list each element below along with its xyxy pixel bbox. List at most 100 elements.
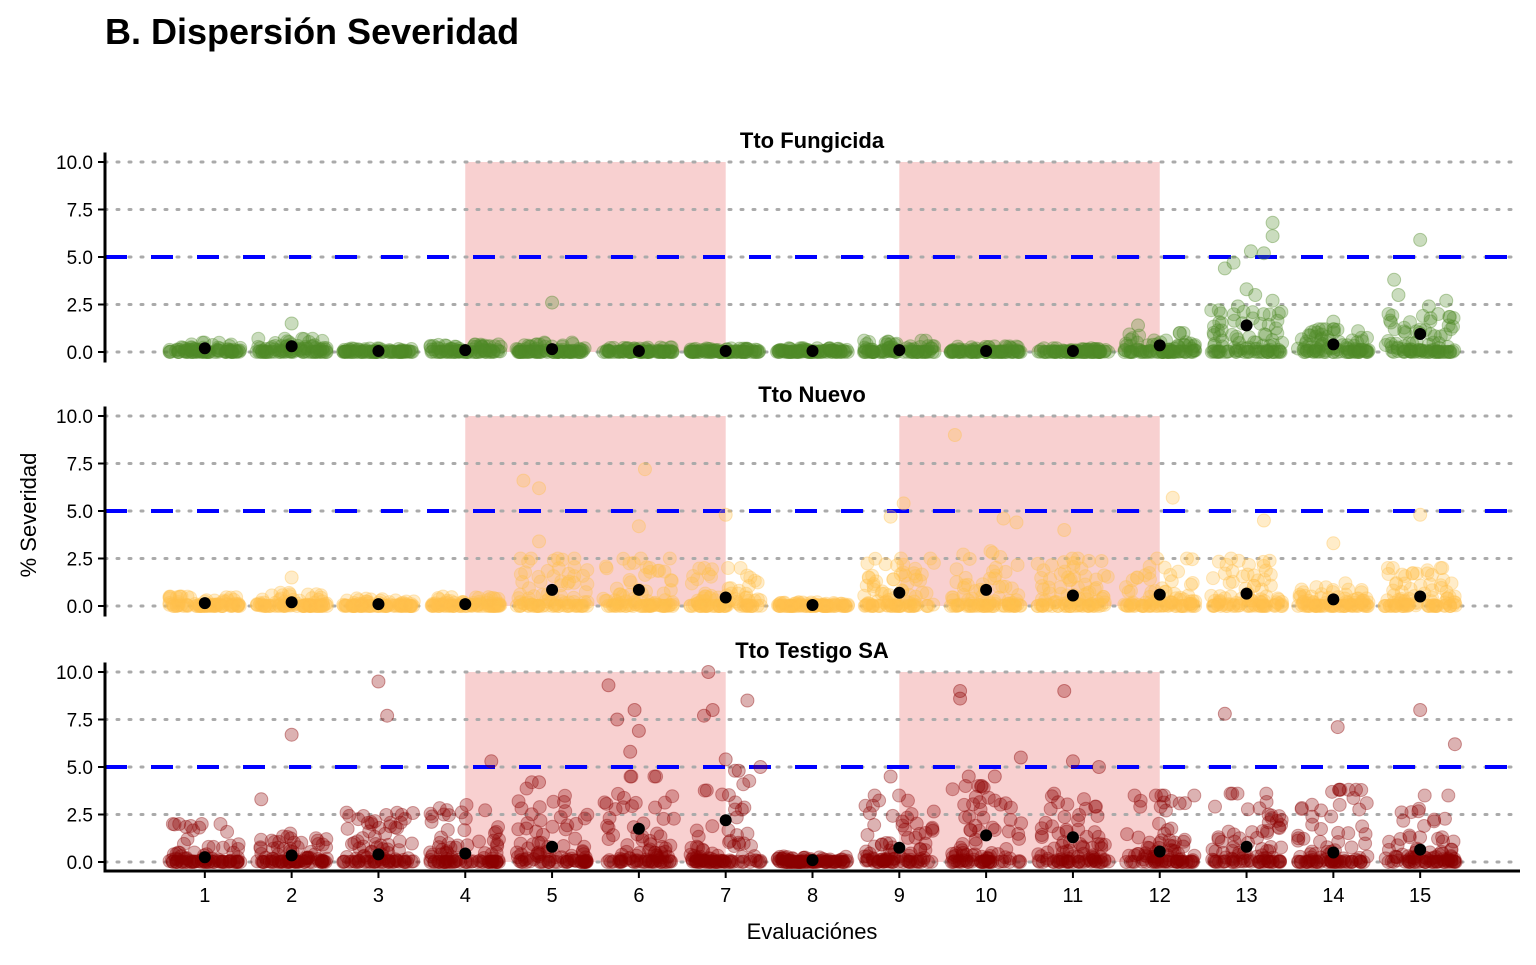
data-point: [487, 339, 502, 354]
data-point: [1386, 583, 1401, 598]
data-point: [1247, 568, 1262, 583]
data-point: [1206, 319, 1221, 334]
data-point: [534, 835, 549, 850]
data-point: [1211, 554, 1226, 569]
mean-point: [806, 599, 819, 612]
data-point: [438, 338, 453, 353]
outlier-point: [532, 481, 547, 496]
data-point: [689, 344, 704, 359]
data-point: [743, 852, 758, 867]
data-point: [1130, 570, 1145, 585]
data-point: [251, 339, 266, 354]
outlier-point: [947, 428, 962, 442]
data-point: [904, 342, 919, 357]
data-point: [305, 331, 320, 346]
data-point: [750, 344, 765, 359]
outlier-point: [1326, 536, 1341, 551]
data-point: [1044, 789, 1059, 804]
data-point: [342, 344, 357, 359]
outlier-point: [1265, 293, 1280, 308]
data-point: [1358, 827, 1373, 842]
data-point: [659, 598, 674, 613]
data-point: [185, 345, 200, 359]
data-point: [599, 561, 614, 576]
outlier-point: [1439, 293, 1454, 308]
data-point: [1183, 577, 1198, 592]
data-point: [642, 598, 657, 613]
data-point: [524, 551, 539, 566]
data-point: [1010, 557, 1025, 572]
data-point: [258, 342, 273, 357]
mean-point: [1414, 327, 1427, 340]
y-tick-label: 7.5: [67, 201, 93, 222]
data-point: [521, 338, 536, 353]
data-point: [1273, 599, 1288, 613]
data-point: [263, 344, 278, 359]
data-point: [560, 343, 575, 358]
data-point: [744, 343, 759, 358]
data-point: [493, 339, 508, 354]
data-point: [298, 339, 313, 354]
data-point: [533, 813, 548, 828]
data-point: [319, 832, 334, 847]
data-point: [210, 342, 225, 357]
data-point: [477, 338, 492, 353]
panel-title: Tto Fungicida: [740, 128, 885, 153]
data-point: [492, 598, 507, 613]
data-point: [394, 807, 409, 822]
data-point: [734, 344, 749, 359]
data-point: [523, 339, 538, 354]
data-point: [653, 340, 668, 355]
data-point: [600, 343, 615, 358]
data-point: [650, 344, 665, 359]
data-point: [616, 344, 631, 359]
data-point: [337, 342, 352, 357]
data-point: [344, 341, 359, 356]
data-point: [336, 344, 351, 359]
data-point: [439, 803, 454, 818]
data-point: [356, 808, 371, 823]
data-point: [393, 344, 408, 359]
data-point: [315, 342, 330, 357]
data-point: [304, 344, 319, 359]
data-point: [1385, 308, 1400, 323]
data-point: [572, 344, 587, 359]
data-point: [491, 344, 506, 359]
outlier-point: [631, 519, 646, 534]
outlier-point: [623, 744, 638, 759]
data-point: [185, 344, 200, 359]
x-tick-label: 7: [720, 885, 731, 907]
data-point: [1256, 554, 1271, 569]
data-point: [1152, 816, 1167, 831]
data-point: [596, 344, 611, 359]
outlier-point: [1165, 490, 1180, 505]
data-point: [543, 595, 558, 610]
data-point: [391, 344, 406, 359]
data-point: [348, 854, 363, 869]
data-point: [224, 337, 239, 352]
mean-point: [719, 814, 732, 827]
data-point: [1132, 342, 1147, 357]
data-point: [180, 342, 195, 357]
data-point: [341, 344, 356, 359]
data-point: [518, 344, 533, 359]
data-point: [428, 344, 443, 359]
data-point: [297, 344, 312, 359]
data-point: [1253, 598, 1268, 613]
data-point: [231, 597, 246, 612]
data-point: [962, 551, 977, 566]
data-point: [213, 817, 228, 831]
data-point: [253, 340, 268, 355]
data-point: [1319, 580, 1334, 595]
data-point: [565, 337, 580, 352]
data-point: [432, 341, 447, 356]
data-point: [652, 344, 667, 359]
mean-point: [459, 344, 472, 357]
data-point: [1443, 344, 1458, 359]
data-point: [1214, 834, 1229, 849]
data-point: [945, 782, 960, 797]
data-point: [566, 344, 581, 359]
data-point: [665, 344, 680, 359]
data-point: [301, 344, 316, 359]
data-point: [657, 344, 672, 359]
